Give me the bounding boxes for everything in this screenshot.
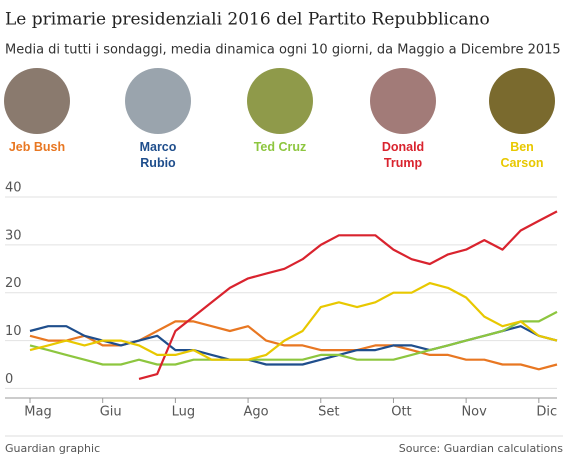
footer-credit: Guardian graphic bbox=[5, 442, 100, 455]
x-tick-label: Nov bbox=[461, 405, 487, 420]
legend-entry: Ted Cruz bbox=[253, 140, 307, 154]
footer-source: Source: Guardian calculations bbox=[399, 442, 564, 455]
portrait bbox=[247, 68, 313, 134]
y-tick-label: 40 bbox=[5, 181, 22, 196]
x-tick-label: Set bbox=[318, 405, 339, 420]
series-line bbox=[29, 282, 558, 361]
series-line bbox=[29, 320, 558, 371]
portrait bbox=[370, 68, 436, 134]
portrait bbox=[125, 68, 191, 134]
x-tick-label: Giu bbox=[100, 405, 122, 420]
y-tick-label: 10 bbox=[5, 324, 22, 339]
portraits bbox=[4, 68, 555, 134]
x-tick-label: Ago bbox=[244, 405, 269, 420]
series-line bbox=[29, 310, 558, 366]
legend-entry: Donald Trump bbox=[381, 140, 425, 170]
x-tick-label: Lug bbox=[172, 405, 196, 420]
legend-entry: Jeb Bush bbox=[8, 140, 66, 154]
y-tick-label: 20 bbox=[5, 276, 22, 291]
legend-entry: Marco Rubio bbox=[139, 140, 177, 170]
chart-title: Le primarie presidenziali 2016 del Parti… bbox=[5, 10, 490, 30]
portrait bbox=[489, 68, 555, 134]
series-line bbox=[138, 210, 558, 380]
y-tick-label: 0 bbox=[5, 372, 13, 387]
chart-subtitle: Media di tutti i sondaggi, media dinamic… bbox=[5, 43, 561, 58]
x-tick-label: Ott bbox=[391, 405, 411, 420]
x-tick-label: Dic bbox=[536, 405, 557, 420]
x-tick-label: Mag bbox=[24, 405, 51, 420]
legend-entry: Ben Carson bbox=[500, 140, 544, 170]
portrait bbox=[4, 68, 70, 134]
y-tick-label: 30 bbox=[5, 228, 22, 243]
